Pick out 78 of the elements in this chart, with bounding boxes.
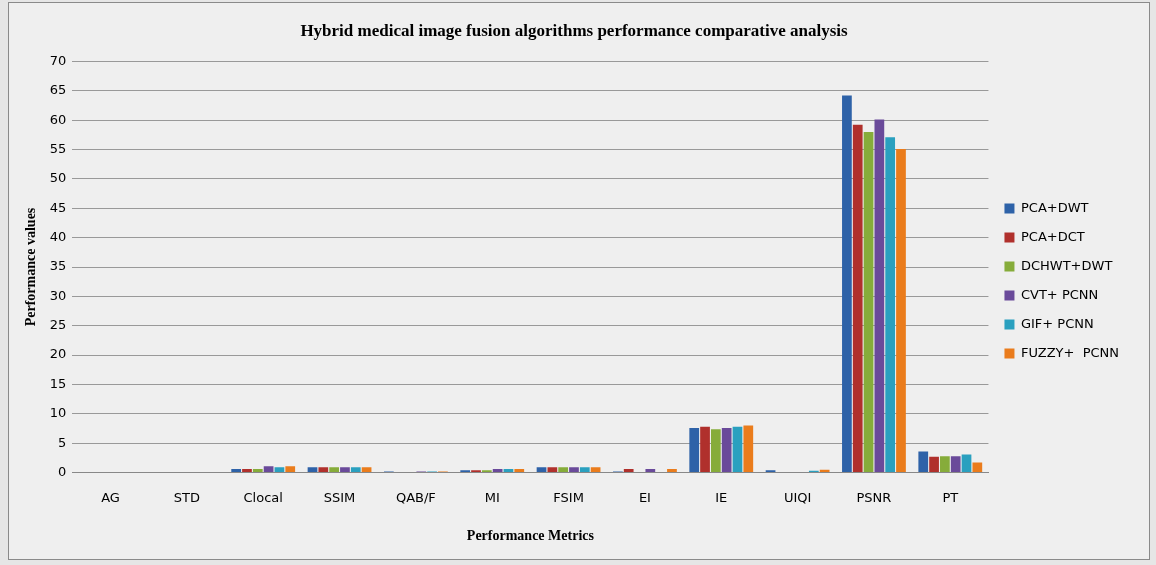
- bar: [961, 454, 972, 473]
- y-tick-label: 55: [49, 140, 67, 156]
- bar: [874, 119, 885, 473]
- bar: [929, 456, 939, 473]
- legend-label: GIF+ PCNN: [1020, 315, 1094, 331]
- y-tick-label: 50: [49, 170, 67, 186]
- bar: [503, 469, 514, 473]
- bar: [842, 95, 852, 473]
- bar: [318, 467, 329, 473]
- chart-title: Hybrid medical image fusion algorithms performance comparative analysis: [300, 20, 849, 40]
- bar: [242, 469, 252, 473]
- y-tick-label: 30: [49, 287, 67, 303]
- bar: [721, 427, 732, 473]
- bar: [340, 467, 350, 473]
- bar: [558, 467, 569, 473]
- y-axis-title: Performance values: [23, 207, 39, 327]
- bar: [918, 451, 929, 473]
- y-tick-label: 5: [58, 434, 67, 450]
- y-tick-label: 65: [49, 82, 67, 98]
- x-tick-label: PSNR: [856, 489, 892, 505]
- bar: [689, 427, 700, 473]
- bar: [590, 467, 601, 473]
- legend-label: DCHWT+DWT: [1020, 257, 1113, 273]
- bar: [645, 469, 656, 473]
- y-tick-label: 10: [49, 405, 67, 421]
- bar: [700, 426, 710, 473]
- bar: [852, 124, 863, 473]
- bar: [231, 469, 242, 473]
- bar: [710, 429, 721, 473]
- bar: [252, 469, 263, 473]
- x-tick-label: EI: [638, 489, 651, 505]
- bar: [492, 469, 503, 473]
- bar: [623, 469, 634, 473]
- y-tick-label: 60: [49, 111, 67, 127]
- x-tick-label: FSIM: [553, 489, 584, 505]
- y-tick-label: 20: [49, 346, 67, 362]
- x-axis-title: Performance Metrics: [466, 528, 595, 544]
- bar: [743, 425, 754, 473]
- y-tick-label: 70: [49, 52, 67, 68]
- x-tick-label: QAB/F: [395, 489, 436, 505]
- bar: [950, 456, 961, 473]
- x-tick-label: STD: [173, 489, 200, 505]
- y-tick-label: 15: [49, 375, 67, 391]
- bar: [307, 467, 318, 473]
- bar: [285, 466, 296, 473]
- x-tick-label: MI: [484, 489, 500, 505]
- legend-label: PCA+DWT: [1020, 199, 1089, 215]
- bar: [732, 426, 743, 473]
- bar: [536, 467, 547, 473]
- y-tick-label: 35: [49, 258, 67, 274]
- x-tick-label: SSIM: [323, 489, 356, 505]
- y-tick-label: 40: [49, 229, 67, 244]
- legend-label: CVT+ PCNN: [1020, 286, 1099, 302]
- bar: [972, 462, 983, 473]
- legend-label: FUZZY+ PCNN: [1020, 344, 1120, 360]
- x-tick-label: PT: [942, 489, 959, 505]
- bar: [885, 137, 896, 473]
- bar: [274, 467, 285, 473]
- bar: [547, 467, 558, 473]
- x-tick-label: Clocal: [243, 489, 283, 505]
- bar: [569, 467, 579, 473]
- bar: [863, 131, 874, 473]
- x-tick-label: IE: [715, 489, 728, 505]
- bar: [896, 148, 906, 473]
- bar: [940, 456, 950, 473]
- x-tick-label: UIQI: [783, 489, 812, 505]
- bar: [579, 467, 590, 473]
- bar: [329, 467, 339, 473]
- bar: [350, 467, 361, 473]
- y-tick-label: 45: [49, 199, 67, 215]
- y-tick-label: 0: [58, 463, 67, 479]
- x-tick-label: AG: [101, 489, 120, 505]
- bar: [263, 466, 274, 473]
- y-tick-label: 25: [49, 317, 67, 333]
- bar: [667, 469, 677, 473]
- legend-label: PCA+DCT: [1020, 228, 1085, 244]
- bar: [514, 469, 525, 473]
- bar: [361, 467, 372, 473]
